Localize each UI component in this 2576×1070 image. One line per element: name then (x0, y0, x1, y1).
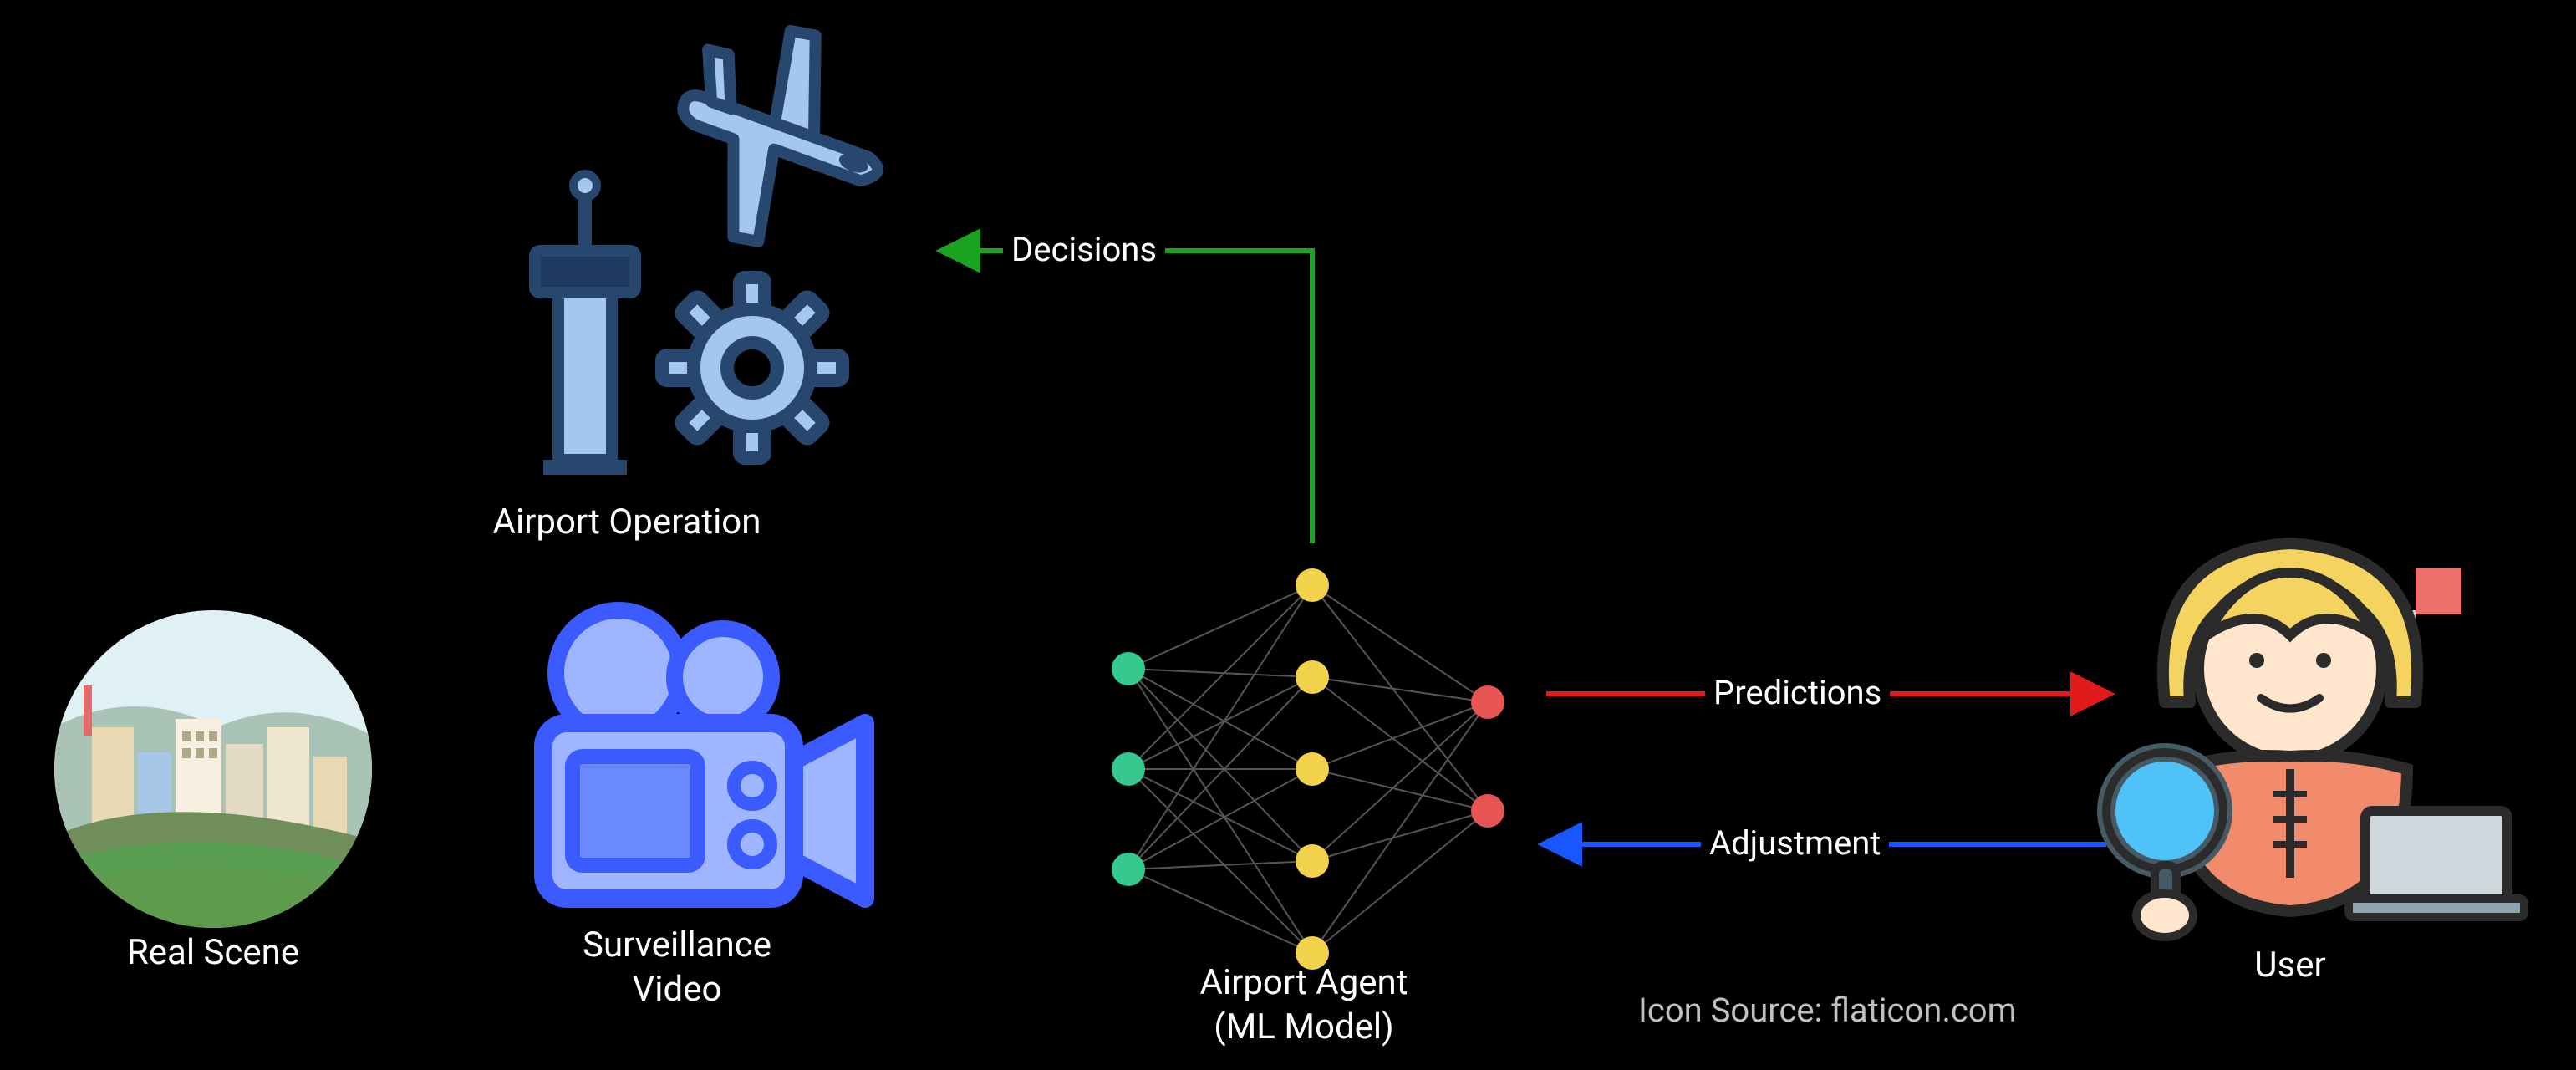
airport-operations-icon (535, 1, 914, 475)
arrow-decisions (944, 251, 1312, 543)
gear-icon (662, 278, 843, 458)
cityscape-icon (54, 610, 372, 928)
nn-node (1296, 568, 1329, 602)
label-predictions: Predictions (1705, 673, 1890, 712)
icon-source-credit: Icon Source: flaticon.com (1638, 991, 2017, 1030)
label-adjustment: Adjustment (1701, 823, 1889, 863)
label-airport-agent-line1: Airport Agent (1200, 962, 1408, 1003)
nn-node (1296, 660, 1329, 694)
label-decisions: Decisions (1003, 230, 1165, 269)
nn-node (1112, 652, 1145, 685)
user-with-magnifier-icon (2106, 543, 2524, 937)
label-airport-agent: Airport Agent (ML Model) (1120, 961, 1488, 1049)
magnifying-glass-icon (2106, 752, 2223, 937)
label-real-scene: Real Scene (88, 932, 339, 973)
label-surveillance-video-line1: Surveillance (583, 925, 771, 966)
label-surveillance-video-line2: Video (633, 969, 722, 1010)
diagram-canvas: Airport Operation Real Scene Surveillanc… (0, 0, 2576, 1070)
label-surveillance-video: Surveillance Video (527, 924, 827, 1011)
label-airport-operation: Airport Operation (468, 502, 786, 543)
nn-node (1112, 853, 1145, 886)
laptop-icon (2349, 811, 2524, 917)
airplane-icon (647, 1, 914, 275)
diagram-svg (0, 0, 2576, 1070)
label-airport-agent-line2: (ML Model) (1214, 1006, 1394, 1047)
video-camera-icon (543, 610, 865, 899)
label-user: User (2207, 945, 2374, 986)
nn-node (1296, 752, 1329, 786)
nn-node (1471, 685, 1504, 719)
nn-node (1296, 844, 1329, 878)
control-tower-icon (535, 174, 635, 475)
nn-node (1471, 794, 1504, 828)
nn-node (1112, 752, 1145, 786)
